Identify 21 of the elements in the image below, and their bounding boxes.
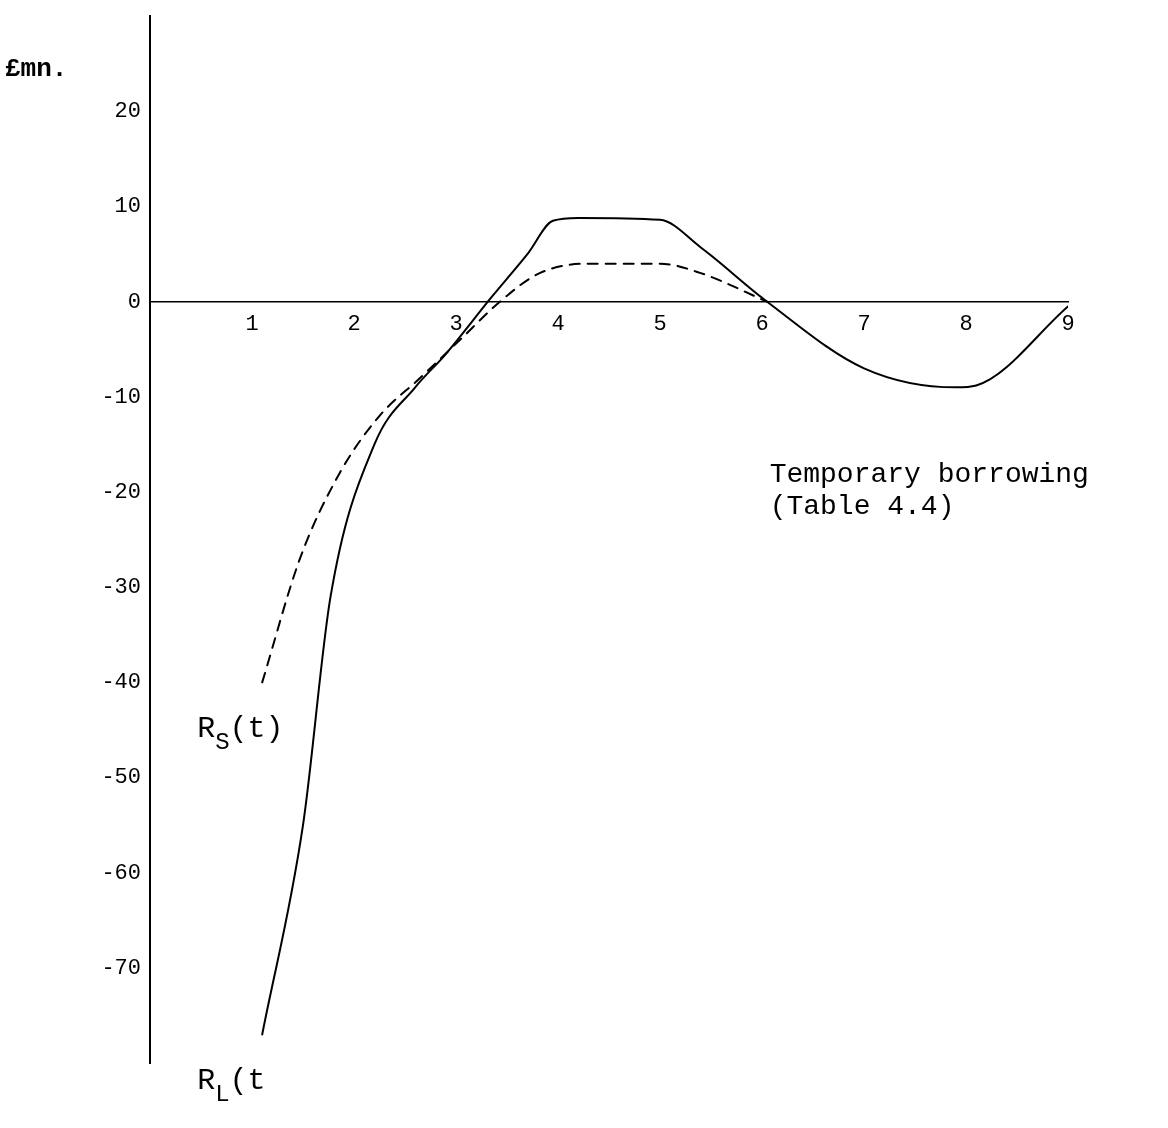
x-tick-label: 7 [857,311,871,337]
y-tick-label: 20 [114,99,141,125]
x-tick-label: 4 [551,311,565,337]
annotation: Temporary borrowing (Table 4.4) [769,458,1089,522]
y-tick-label: -30 [101,575,141,601]
x-tick-label: 3 [449,311,463,337]
y-tick-label: -60 [101,860,141,886]
x-tick-label: 6 [755,311,769,337]
x-tick-label: 8 [959,311,973,337]
y-tick-label: -70 [101,955,141,981]
x-tick-label: 5 [653,311,667,337]
y-tick-label: -40 [101,670,141,696]
y-axis-title: £mn. [5,54,68,85]
x-tick-label: 1 [245,311,259,337]
x-tick-label: 9 [1061,311,1075,337]
y-tick-label: -50 [101,765,141,791]
y-tick-label: -20 [101,479,141,505]
x-tick-label: 2 [347,311,361,337]
y-tick-label: -10 [101,384,141,410]
y-tick-label: 0 [127,289,141,315]
y-tick-label: 10 [114,194,141,220]
